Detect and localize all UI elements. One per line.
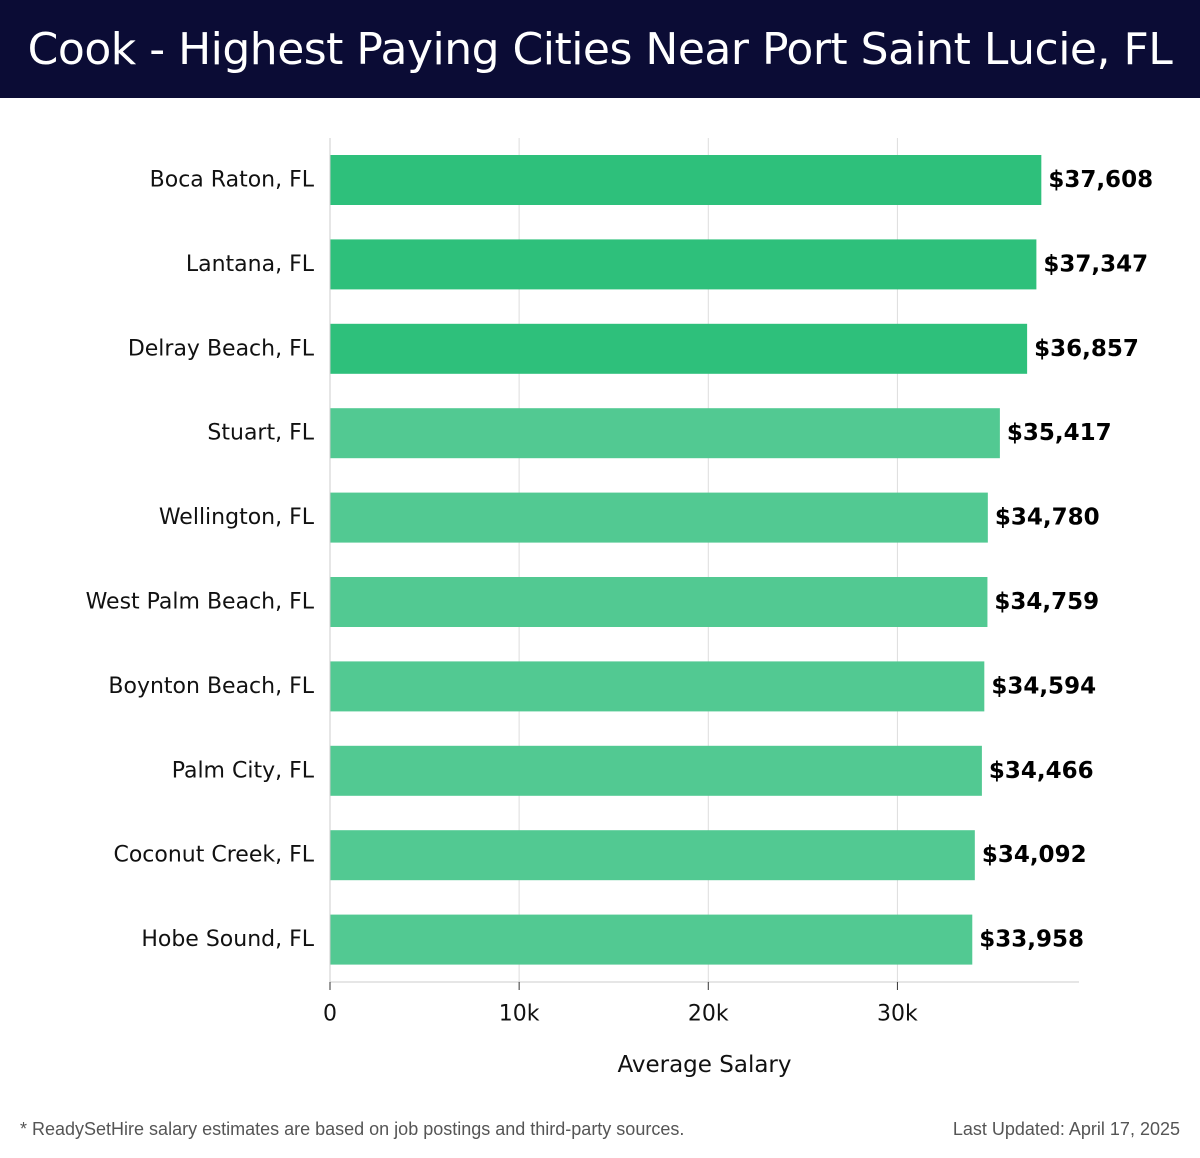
category-label: Lantana, FL [186, 252, 315, 277]
bar [330, 155, 1042, 205]
chart-header: Cook - Highest Paying Cities Near Port S… [0, 0, 1200, 98]
category-label: Boca Raton, FL [150, 168, 315, 193]
value-label: $37,608 [1048, 167, 1153, 193]
category-label: Wellington, FL [159, 505, 315, 530]
bar [330, 661, 985, 712]
value-label: $34,092 [982, 842, 1087, 868]
chart-title: Cook - Highest Paying Cities Near Port S… [27, 23, 1173, 75]
category-label: Stuart, FL [207, 421, 314, 446]
value-label: $34,759 [994, 589, 1099, 615]
x-tick-label: 30k [877, 1002, 918, 1027]
x-tick-label: 10k [499, 1002, 540, 1027]
category-label: Coconut Creek, FL [113, 843, 314, 868]
x-tick-label: 0 [323, 1002, 337, 1027]
bar [330, 914, 973, 965]
bar [330, 830, 975, 881]
value-label: $34,594 [991, 673, 1096, 699]
footnote: * ReadySetHire salary estimates are base… [20, 1119, 685, 1139]
bar [330, 408, 1000, 459]
value-label: $34,466 [989, 758, 1094, 784]
category-label: Delray Beach, FL [128, 336, 315, 361]
x-axis-title: Average Salary [617, 1052, 791, 1078]
value-label: $35,417 [1007, 420, 1112, 446]
last-updated: Last Updated: April 17, 2025 [952, 1119, 1180, 1139]
value-label: $37,347 [1043, 251, 1148, 277]
bar [330, 492, 988, 543]
category-label: Palm City, FL [172, 758, 315, 783]
category-label: Boynton Beach, FL [108, 674, 314, 699]
bar [330, 323, 1028, 374]
bar-chart: Boca Raton, FL $37,608 Lantana, FL $37,347 D… [86, 138, 1153, 1078]
value-label: $33,958 [979, 927, 1084, 953]
bar [330, 239, 1037, 290]
bar [330, 745, 982, 796]
value-label: $34,780 [995, 505, 1100, 531]
value-label: $36,857 [1034, 336, 1139, 362]
bar [330, 577, 988, 627]
category-label: West Palm Beach, FL [86, 590, 315, 615]
x-tick-label: 20k [688, 1002, 729, 1027]
category-label: Hobe Sound, FL [141, 927, 314, 952]
